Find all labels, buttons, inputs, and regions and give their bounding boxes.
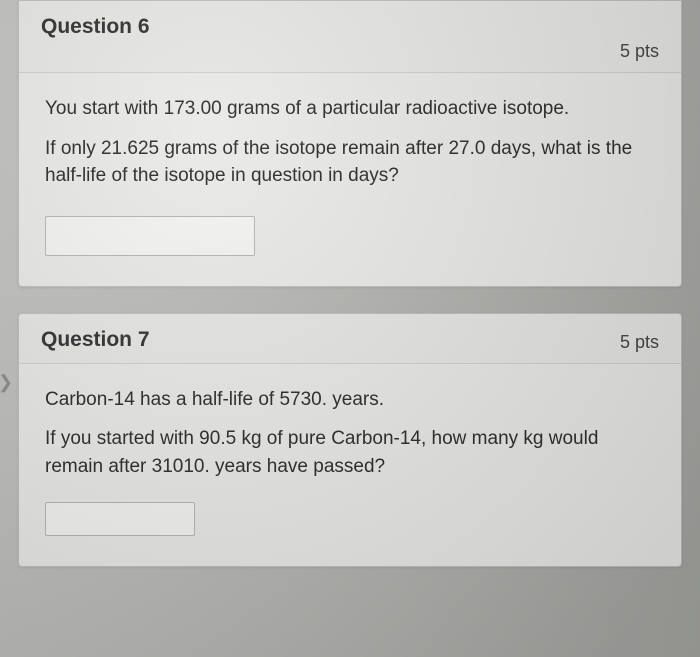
question-6-card: Question 6 5 pts You start with 173.00 g…: [18, 0, 682, 287]
question-6-points: 5 pts: [620, 15, 659, 62]
quiz-screen: Question 6 5 pts You start with 173.00 g…: [0, 0, 700, 657]
question-7-text-1: Carbon-14 has a half-life of 5730. years…: [45, 386, 655, 414]
question-6-text-2: If only 21.625 grams of the isotope rema…: [45, 135, 655, 190]
question-6-text-1: You start with 173.00 grams of a particu…: [45, 95, 655, 123]
question-7-title: Question 7: [41, 328, 150, 352]
question-7-header: Question 7 5 pts: [19, 314, 681, 364]
question-7-answer-input[interactable]: [45, 502, 195, 536]
question-6-header: Question 6 5 pts: [19, 1, 681, 73]
question-6-body: You start with 173.00 grams of a particu…: [19, 73, 681, 286]
question-6-answer-input[interactable]: [45, 216, 255, 256]
question-6-title: Question 6: [41, 15, 150, 39]
scroll-marker-icon: ❯: [0, 372, 13, 393]
question-7-body: Carbon-14 has a half-life of 5730. years…: [19, 364, 681, 567]
question-7-card: Question 7 5 pts Carbon-14 has a half-li…: [18, 313, 682, 568]
question-7-points: 5 pts: [620, 328, 659, 353]
question-7-text-2: If you started with 90.5 kg of pure Carb…: [45, 425, 655, 480]
